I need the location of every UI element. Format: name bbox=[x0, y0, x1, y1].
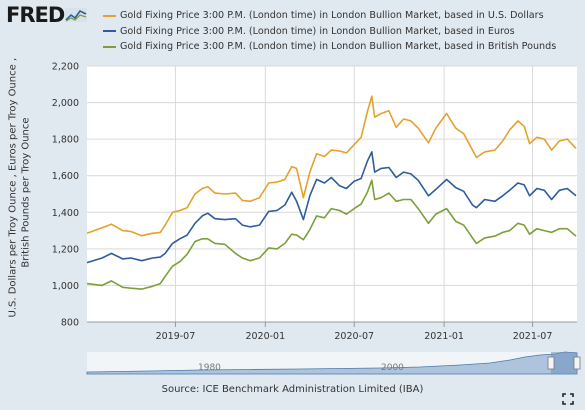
navigator-selection[interactable] bbox=[551, 352, 577, 374]
fullscreen-expand-icon[interactable] bbox=[562, 393, 574, 405]
x-tick-label: 2021-07 bbox=[513, 331, 553, 342]
chart-legend: Gold Fixing Price 3:00 P.M. (London time… bbox=[103, 8, 556, 55]
y-tick-label: 800 bbox=[61, 318, 79, 329]
y-tick-label: 1,600 bbox=[52, 171, 79, 182]
y-tick-label: 2,200 bbox=[52, 62, 79, 73]
series-lines bbox=[86, 95, 577, 290]
fred-logo-text: FRED bbox=[6, 3, 65, 27]
x-tick-label: 2020-07 bbox=[334, 331, 374, 342]
source-note: Source: ICE Benchmark Administration Lim… bbox=[161, 384, 424, 395]
fred-logo[interactable]: FRED bbox=[6, 3, 90, 27]
range-navigator[interactable]: 1980 2000 bbox=[86, 351, 581, 375]
x-tick-label: 2020-01 bbox=[245, 331, 285, 342]
navigator-label-1980: 1980 bbox=[198, 363, 221, 373]
y-tick-label: 1,400 bbox=[52, 208, 79, 219]
y-tick-label: 1,200 bbox=[52, 244, 79, 255]
legend-label-usd: Gold Fixing Price 3:00 P.M. (London time… bbox=[120, 10, 544, 21]
legend-label-gbp: Gold Fixing Price 3:00 P.M. (London time… bbox=[120, 41, 557, 52]
legend-label-eur: Gold Fixing Price 3:00 P.M. (London time… bbox=[120, 25, 515, 37]
fred-chart-logo-icon bbox=[65, 8, 88, 22]
series-line-gbp[interactable] bbox=[86, 179, 577, 290]
legend-item-usd[interactable]: Gold Fixing Price 3:00 P.M. (London time… bbox=[103, 8, 556, 24]
x-tick-label: 2019-07 bbox=[156, 331, 196, 342]
navigator-handle-left[interactable] bbox=[547, 356, 555, 370]
legend-swatch-usd bbox=[103, 14, 116, 17]
x-axis-ticks: 2019-07 2020-01 2020-07 2021-01 2021-07 bbox=[87, 321, 577, 342]
y-tick-label: 2,000 bbox=[52, 98, 79, 109]
series-line-usd[interactable] bbox=[86, 95, 577, 237]
y-tick-label: 1,800 bbox=[52, 135, 79, 146]
y-tick-label: 1,000 bbox=[52, 281, 79, 292]
navigator-label-2000: 2000 bbox=[381, 363, 404, 373]
x-tick-label: 2021-01 bbox=[424, 331, 464, 342]
series-line-eur[interactable] bbox=[86, 151, 577, 264]
y-axis-ticks: 800 1,000 1,200 1,400 1,600 1,800 2,000 2,200 bbox=[52, 62, 79, 329]
legend-swatch-gbp bbox=[103, 45, 116, 48]
legend-item-eur[interactable]: Gold Fixing Price 3:00 P.M. (London time… bbox=[103, 24, 556, 40]
navigator-handle-right[interactable] bbox=[573, 356, 581, 370]
plot-area bbox=[87, 66, 577, 322]
legend-item-gbp[interactable]: Gold Fixing Price 3:00 P.M. (London time… bbox=[103, 39, 556, 55]
legend-swatch-eur bbox=[103, 30, 116, 33]
